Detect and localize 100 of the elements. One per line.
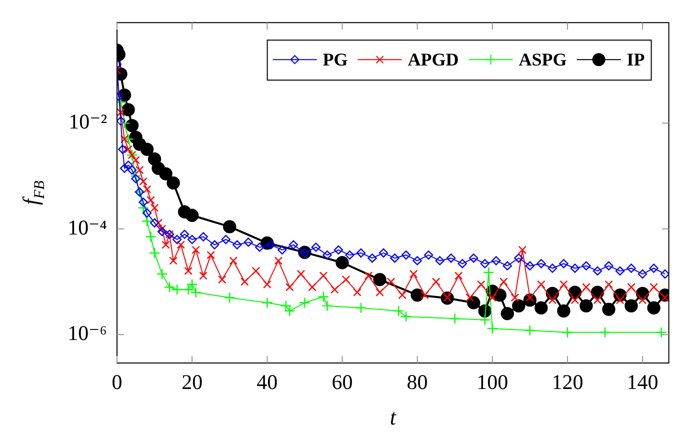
- point: [288, 240, 298, 250]
- point: [373, 272, 386, 286]
- point: [198, 232, 208, 242]
- y-axis-title: fFB: [18, 180, 48, 206]
- point: [117, 116, 126, 126]
- point: [493, 288, 506, 302]
- legend-label: ASPG: [518, 49, 567, 70]
- x-tick-label: 120: [552, 370, 584, 394]
- y-tick-label: 10⁻⁶: [68, 321, 107, 346]
- point: [125, 119, 139, 132]
- x-tick-label: 0: [112, 370, 122, 394]
- point: [145, 231, 156, 242]
- point: [318, 291, 330, 302]
- point: [255, 242, 264, 252]
- point: [140, 142, 154, 156]
- point: [559, 259, 568, 268]
- point: [446, 254, 456, 263]
- point: [355, 302, 367, 314]
- point: [582, 261, 591, 270]
- point: [187, 234, 197, 244]
- point: [150, 218, 160, 228]
- point: [345, 250, 354, 260]
- point: [469, 254, 478, 263]
- point: [244, 238, 253, 247]
- point: [210, 240, 220, 250]
- point: [278, 245, 287, 255]
- y-tick-label: 10⁻²: [68, 110, 107, 134]
- point: [557, 304, 570, 318]
- point: [157, 226, 167, 236]
- point: [467, 296, 480, 310]
- x-tick-label: 100: [476, 370, 508, 394]
- point: [311, 242, 321, 252]
- point: [223, 220, 236, 234]
- point: [649, 264, 658, 273]
- point: [299, 297, 310, 308]
- point: [525, 261, 535, 270]
- point: [221, 234, 230, 244]
- point: [449, 313, 460, 324]
- point: [356, 248, 366, 258]
- point: [592, 266, 602, 276]
- point: [185, 208, 199, 222]
- point: [232, 240, 242, 250]
- point: [159, 167, 172, 180]
- point: [647, 301, 660, 314]
- x-tick-label: 80: [406, 370, 428, 394]
- point: [638, 269, 648, 279]
- point: [334, 245, 344, 255]
- point: [127, 165, 137, 175]
- point: [141, 216, 153, 227]
- point: [514, 254, 524, 263]
- point: [182, 284, 194, 296]
- point: [548, 264, 558, 273]
- point: [624, 299, 638, 312]
- point: [562, 326, 574, 338]
- point: [656, 326, 667, 338]
- point: [118, 144, 128, 154]
- point: [224, 292, 236, 304]
- point: [604, 261, 614, 270]
- legend-label: PG: [322, 49, 348, 70]
- point: [480, 259, 490, 268]
- point: [536, 259, 546, 268]
- point: [322, 250, 332, 260]
- point: [410, 288, 424, 302]
- point: [262, 297, 273, 308]
- point: [378, 248, 388, 258]
- x-tick-label: 140: [626, 370, 658, 394]
- point: [164, 282, 176, 293]
- point: [322, 300, 333, 312]
- point: [483, 266, 494, 278]
- point: [180, 230, 190, 239]
- y-tick-label: 10⁻⁴: [68, 215, 107, 240]
- point: [534, 301, 548, 314]
- point: [138, 202, 149, 214]
- point: [500, 306, 514, 320]
- point: [580, 299, 593, 312]
- point: [122, 103, 135, 116]
- point: [120, 164, 130, 173]
- point: [336, 256, 349, 270]
- point: [142, 208, 152, 218]
- point: [524, 324, 536, 336]
- point: [626, 264, 636, 273]
- x-axis-title: t: [390, 404, 397, 430]
- point: [171, 284, 183, 296]
- x-tick-label: 40: [256, 370, 278, 394]
- point: [479, 314, 490, 326]
- point: [512, 299, 526, 312]
- point: [412, 256, 422, 266]
- point: [172, 234, 182, 244]
- point: [390, 254, 400, 263]
- point: [130, 170, 142, 182]
- point: [138, 198, 148, 207]
- point: [122, 133, 134, 145]
- point: [486, 322, 498, 334]
- legend-label: IP: [626, 49, 645, 70]
- point: [156, 268, 168, 280]
- point: [131, 174, 140, 184]
- point: [124, 160, 133, 170]
- point: [368, 254, 377, 263]
- x-tick-label: 60: [332, 370, 353, 394]
- point: [424, 250, 434, 260]
